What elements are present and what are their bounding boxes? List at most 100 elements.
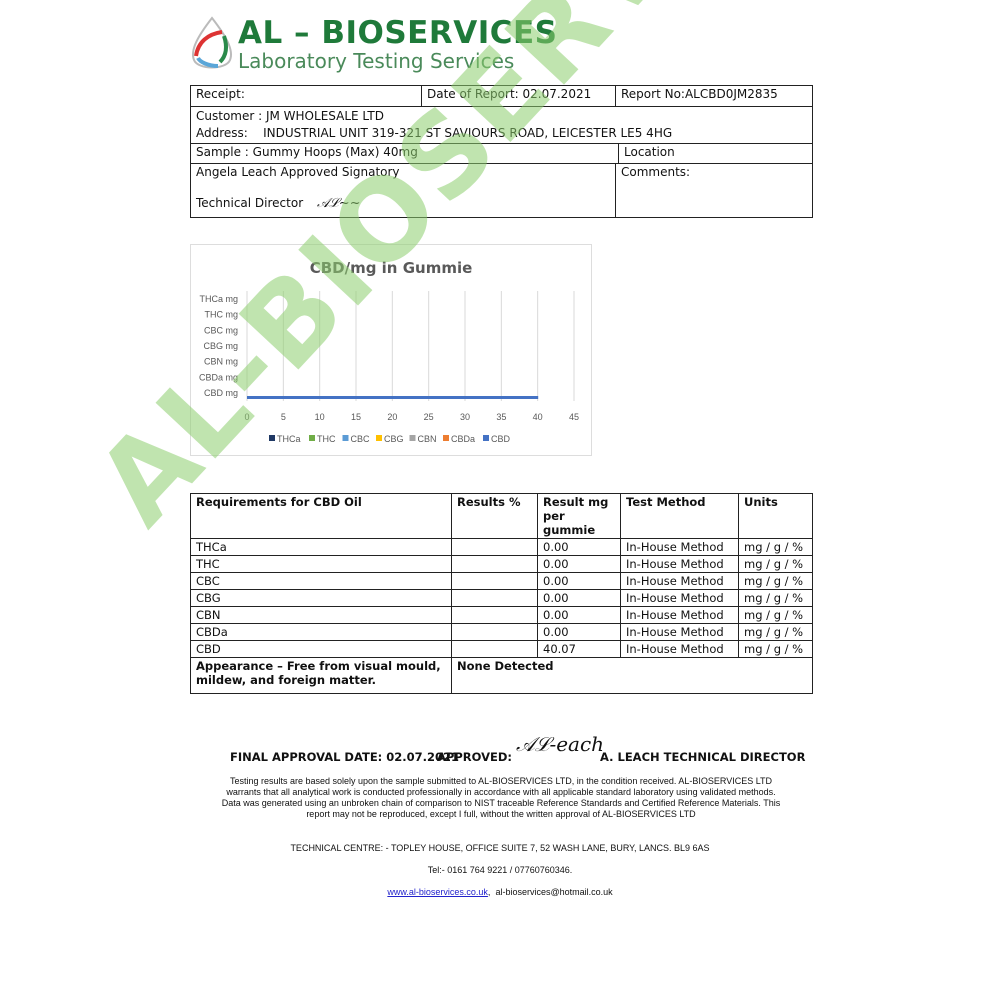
legend-swatch-cbg: [376, 435, 382, 441]
cell-results-percent: [451, 640, 538, 658]
cell-result-mg: 0.00: [537, 606, 621, 624]
table-row: THCa 0.00 In-House Method mg / g / %: [190, 538, 813, 556]
chart-svg: CBD/mg in Gummie 0 5 10 15 20 25 30 35 40 45 THCa m…: [199, 259, 579, 444]
x-tick-label: 30: [460, 412, 470, 422]
x-tick-label: 5: [281, 412, 286, 422]
legend-swatch-cbd: [483, 435, 489, 441]
cell-result-mg: 0.00: [537, 589, 621, 607]
approved-label: APPROVED:: [437, 750, 512, 764]
website-link[interactable]: www.al-bioservices.co.uk: [387, 887, 488, 897]
cell-test-method: In-House Method: [620, 538, 739, 556]
legend-swatch-cbc: [342, 435, 349, 441]
table-row: CBC 0.00 In-House Method mg / g / %: [190, 572, 813, 590]
cell-result-mg: 0.00: [537, 538, 621, 556]
company-subtitle: Laboratory Testing Services: [238, 49, 515, 73]
cell-result-mg: 0.00: [537, 623, 621, 641]
logo-icon: [192, 16, 232, 69]
table-row: THC 0.00 In-House Method mg / g / %: [190, 555, 813, 573]
table-row: CBN 0.00 In-House Method mg / g / %: [190, 606, 813, 624]
approver-name: A. LEACH TECHNICAL DIRECTOR: [600, 750, 806, 764]
legend-label-cbg: CBG: [384, 434, 404, 444]
date-of-report: Date of Report: 02.07.2021: [421, 85, 616, 107]
x-tick-label: 15: [351, 412, 361, 422]
bar-cbd: [247, 396, 539, 399]
x-tick-label: 0: [244, 412, 249, 422]
sample: Sample : Gummy Hoops (Max) 40mg: [190, 143, 619, 164]
cell-test-method: In-House Method: [620, 572, 739, 590]
cell-units: mg / g / %: [738, 623, 813, 641]
table-row: CBG 0.00 In-House Method mg / g / %: [190, 589, 813, 607]
cell-requirement: CBC: [190, 572, 452, 590]
legend-label-cbda: CBDa: [451, 434, 475, 444]
header-requirements: Requirements for CBD Oil: [190, 493, 452, 539]
cell-units: mg / g / %: [738, 606, 813, 624]
results-table: Requirements for CBD Oil Results % Resul…: [190, 493, 813, 694]
x-tick-label: 25: [424, 412, 434, 422]
cell-results-percent: [451, 606, 538, 624]
cell-test-method: In-House Method: [620, 555, 739, 573]
email: al-bioservices@hotmail.co.uk: [495, 887, 613, 897]
appearance-result: None Detected: [451, 657, 813, 694]
cell-units: mg / g / %: [738, 555, 813, 573]
cell-units: mg / g / %: [738, 640, 813, 658]
x-tick-label: 20: [387, 412, 397, 422]
cell-results-percent: [451, 538, 538, 556]
cell-results-percent: [451, 572, 538, 590]
signatory: Angela Leach Approved Signatory: [196, 165, 400, 179]
legend-swatch-thca: [269, 435, 275, 441]
cell-result-mg: 0.00: [537, 572, 621, 590]
legend-swatch-cbn: [409, 435, 416, 441]
cell-results-percent: [451, 589, 538, 607]
header-result-mg: Result mg per gummie: [537, 493, 621, 539]
x-tick-label: 35: [496, 412, 506, 422]
address-label: Address:: [196, 126, 248, 140]
comments: Comments:: [615, 163, 813, 218]
table-row: CBD 40.07 In-House Method mg / g / %: [190, 640, 813, 658]
legend-label-thca: THCa: [277, 434, 301, 444]
table-row: CBDa 0.00 In-House Method mg / g / %: [190, 623, 813, 641]
cell-units: mg / g / %: [738, 572, 813, 590]
y-tick-label: CBG mg: [203, 341, 238, 351]
header-test-method: Test Method: [620, 493, 739, 539]
customer: Customer : JM WHOLESALE LTD: [196, 109, 385, 123]
x-tick-label: 10: [315, 412, 325, 422]
cell-results-percent: [451, 555, 538, 573]
x-tick-label: 40: [533, 412, 543, 422]
y-tick-label: CBC mg: [204, 325, 238, 335]
cell-requirement: THC: [190, 555, 452, 573]
legend-label-thc: THC: [317, 434, 336, 444]
disclaimer: Testing results are based solely upon th…: [221, 776, 781, 819]
cell-result-mg: 0.00: [537, 555, 621, 573]
chart-title: CBD/mg in Gummie: [310, 259, 473, 277]
receipt: Receipt:: [190, 85, 422, 107]
cell-result-mg: 40.07: [537, 640, 621, 658]
report-number: Report No:ALCBD0JM2835: [615, 85, 813, 107]
address: INDUSTRIAL UNIT 319-321 ST SAVIOURS ROAD…: [263, 126, 673, 140]
cbd-chart: CBD/mg in Gummie 0 5 10 15 20 25 30 35 40 45 THCa m…: [190, 244, 592, 456]
technical-centre-address: TECHNICAL CENTRE: - TOPLEY HOUSE, OFFICE…: [290, 843, 710, 853]
cell-requirement: CBDa: [190, 623, 452, 641]
approval-signature: 𝒜ℒ-each: [516, 732, 605, 756]
legend-label-cbn: CBN: [418, 434, 437, 444]
header-units: Units: [738, 493, 813, 539]
legend-swatch-thc: [309, 435, 315, 441]
cell-test-method: In-House Method: [620, 623, 739, 641]
header-results-percent: Results %: [451, 493, 538, 539]
cell-units: mg / g / %: [738, 538, 813, 556]
legend-swatch-cbda: [443, 435, 449, 441]
telephone: Tel:- 0161 764 9221 / 07760760346.: [427, 865, 573, 875]
cell-requirement: THCa: [190, 538, 452, 556]
cell-results-percent: [451, 623, 538, 641]
cell-requirement: CBG: [190, 589, 452, 607]
y-tick-label: CBD mg: [204, 388, 238, 398]
y-tick-label: THCa mg: [199, 294, 238, 304]
cell-test-method: In-House Method: [620, 606, 739, 624]
location: Location: [618, 143, 813, 164]
legend-label-cbd: CBD: [491, 434, 511, 444]
cell-units: mg / g / %: [738, 589, 813, 607]
company-name: AL – BIOSERVICES: [238, 15, 558, 51]
x-tick-label: 45: [569, 412, 579, 422]
y-tick-label: CBDa mg: [199, 372, 238, 382]
cell-requirement: CBD: [190, 640, 452, 658]
report-info-table: Receipt: Date of Report: 02.07.2021 Repo…: [190, 85, 813, 218]
